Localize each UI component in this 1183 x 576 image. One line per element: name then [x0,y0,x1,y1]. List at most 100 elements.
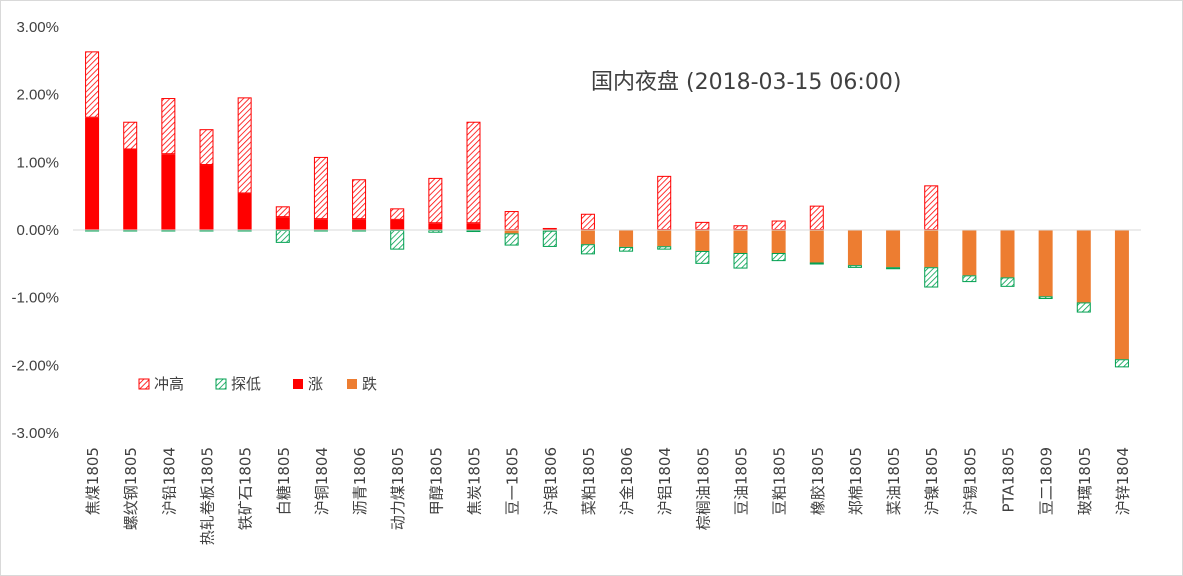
bar-group [1038,230,1053,300]
bar-high [924,185,939,230]
bar-low [504,233,519,246]
x-tick-label: 郑棉1805 [847,447,865,515]
bar-high [275,206,290,218]
bar-high [466,121,481,224]
bar-group [504,211,519,246]
bar-low [657,246,672,250]
bar-group [161,98,176,232]
y-tick-label: 3.00% [16,19,59,36]
bar-group [275,206,290,243]
bar-low [275,230,290,243]
x-tick-label: 铁矿石1805 [237,447,255,530]
bar-high [199,129,214,166]
bar-rise [352,219,367,230]
bar-fall [580,230,595,245]
legend-item-rise: 涨 [293,375,323,393]
bar-fall [733,230,748,254]
bar-low [771,253,786,262]
legend-item-fall: 跌 [347,375,377,393]
bar-low [1000,277,1015,287]
bar-rise [123,149,138,230]
y-tick-label: 0.00% [16,222,59,239]
bar-high [428,177,443,224]
x-tick-label: 沪银1806 [542,447,560,515]
bar-high [390,208,405,220]
bar-group [466,121,481,233]
x-tick-label: 玻璃1805 [1076,447,1094,515]
bar-low [161,230,176,232]
y-tick-label: 1.00% [16,154,59,171]
bar-fall [1000,230,1015,278]
bar-group [313,156,328,232]
bar-group [542,227,557,247]
x-tick-label: 沪铜1804 [313,447,331,515]
bar-low [313,230,328,232]
bar-low [580,244,595,255]
bar-group [1000,230,1015,287]
x-tick-label: 棕榈油1805 [694,447,712,530]
bar-low [924,267,939,288]
bar-low [542,230,557,247]
bar-group [85,51,100,232]
x-tick-label: 沪铅1804 [160,447,178,515]
x-tick-label: 沪金1806 [618,447,636,515]
bar-rise [313,219,328,230]
bar-rise [199,165,214,230]
x-tick-label: 沪锌1804 [1114,447,1132,515]
legend: 冲高 探低 涨 跌 [138,375,377,393]
bar-low [428,230,443,233]
legend-item-high: 冲高 [138,375,184,393]
bar-low [1076,302,1091,313]
bar-low [1114,359,1129,368]
bar-rise [275,217,290,230]
bar-low [390,230,405,250]
bar-low [695,250,710,264]
bar-high [85,51,100,118]
bar-group [924,185,939,288]
chart-title: 国内夜盘 (2018-03-15 06:00) [591,70,901,95]
bar-high [809,205,824,230]
bar-high [352,179,367,220]
bar-fall [1038,230,1053,297]
x-tick-label: 焦炭1805 [466,447,484,515]
bar-fall [619,230,634,247]
x-tick-label: 螺纹钢1805 [122,447,140,530]
x-tick-label: 沪铝1804 [656,447,674,515]
bar-fall [924,230,939,268]
bar-fall [962,230,977,276]
bar-high [771,220,786,231]
x-tick-label: 豆油1805 [733,447,751,515]
bar-group [390,208,405,250]
bar-low [962,275,977,283]
bar-fall [1076,230,1091,303]
bar-group [962,230,977,283]
bar-high [542,227,557,231]
bar-high [657,175,672,231]
x-tick-label: 沪镍1805 [923,447,941,515]
bar-rise [161,154,176,230]
bar-low [352,230,367,232]
bar-low [1038,296,1053,300]
legend-label: 涨 [308,375,323,393]
legend-label: 探低 [231,375,261,393]
bar-group [1076,230,1091,313]
bar-fall [1114,230,1129,360]
x-tick-label: 热轧卷板1805 [199,447,217,545]
legend-swatch [293,379,303,389]
bar-high [504,211,519,230]
bar-group [1114,230,1129,368]
legend-swatch [347,379,357,389]
y-tick-label: -1.00% [11,290,59,307]
bar-high [695,221,710,231]
bar-group [695,221,710,264]
bar-group [657,175,672,250]
bar-rise [390,219,405,230]
bar-rise [466,223,481,230]
x-tick-label: 动力煤1805 [389,447,407,530]
bar-low [847,265,862,268]
legend-swatch [215,378,227,390]
bar-group [619,230,634,252]
bar-rise [237,193,252,230]
x-tick-label: 沪锡1805 [961,447,979,515]
